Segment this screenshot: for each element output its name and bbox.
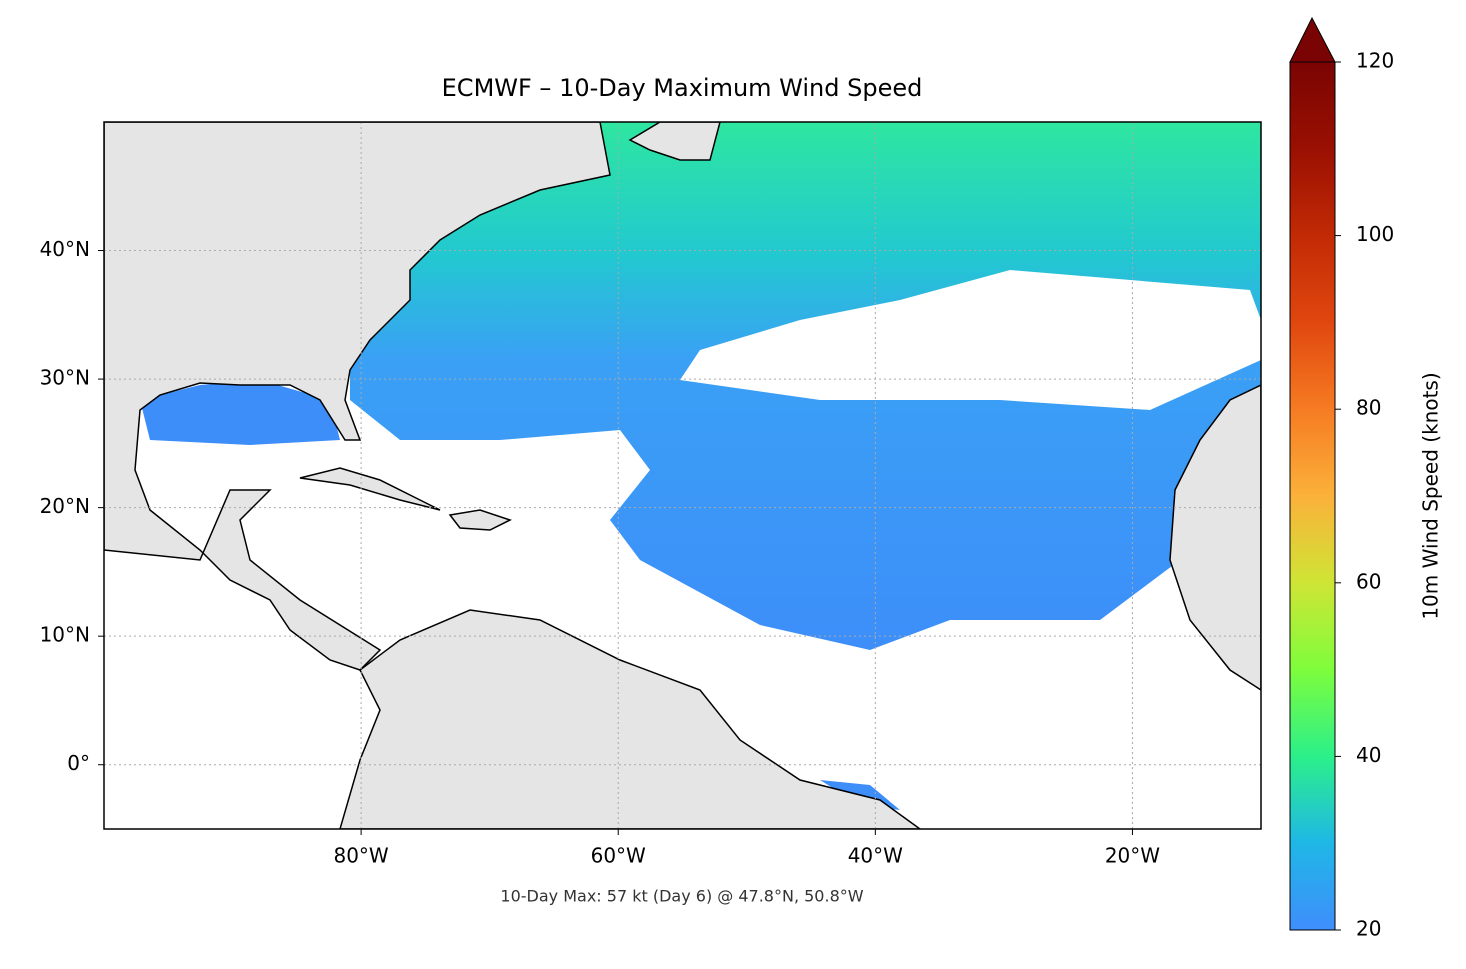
south-america [339, 609, 922, 829]
y-tick-label: 10°N [40, 623, 90, 647]
colorbar [1289, 61, 1336, 931]
map-frame [103, 121, 1262, 830]
annotation: 10-Day Max: 57 kt (Day 6) @ 47.8°N, 50.8… [500, 887, 863, 906]
x-tick-label: 60°W [591, 844, 646, 868]
colorbar-tick-label: 40 [1356, 743, 1381, 767]
y-tick-label: 30°N [40, 366, 90, 390]
wind-field [140, 380, 340, 445]
x-tick-label: 80°W [333, 844, 388, 868]
x-tick-label: 20°W [1105, 844, 1160, 868]
colorbar-extend [1289, 16, 1336, 63]
map-area [104, 122, 1261, 829]
colorbar-tick-label: 100 [1356, 222, 1394, 246]
map-title: ECMWF – 10-Day Maximum Wind Speed [442, 74, 923, 102]
colorbar-tick-label: 120 [1356, 49, 1394, 73]
y-tick-label: 40°N [40, 237, 90, 261]
north-america [104, 122, 611, 671]
newfoundland [628, 122, 721, 161]
colorbar-label: 10m Wind Speed (knots) [1419, 372, 1443, 619]
hispaniola [448, 509, 512, 531]
africa [1169, 384, 1261, 691]
cuba [299, 467, 441, 511]
colorbar-tick-label: 60 [1356, 569, 1381, 593]
x-tick-label: 40°W [848, 844, 903, 868]
y-tick-label: 20°N [40, 494, 90, 518]
colorbar-tick-label: 80 [1356, 396, 1381, 420]
y-tick-label: 0° [67, 751, 90, 775]
colorbar-tick-label: 20 [1356, 917, 1381, 941]
calm-area [680, 270, 1261, 410]
